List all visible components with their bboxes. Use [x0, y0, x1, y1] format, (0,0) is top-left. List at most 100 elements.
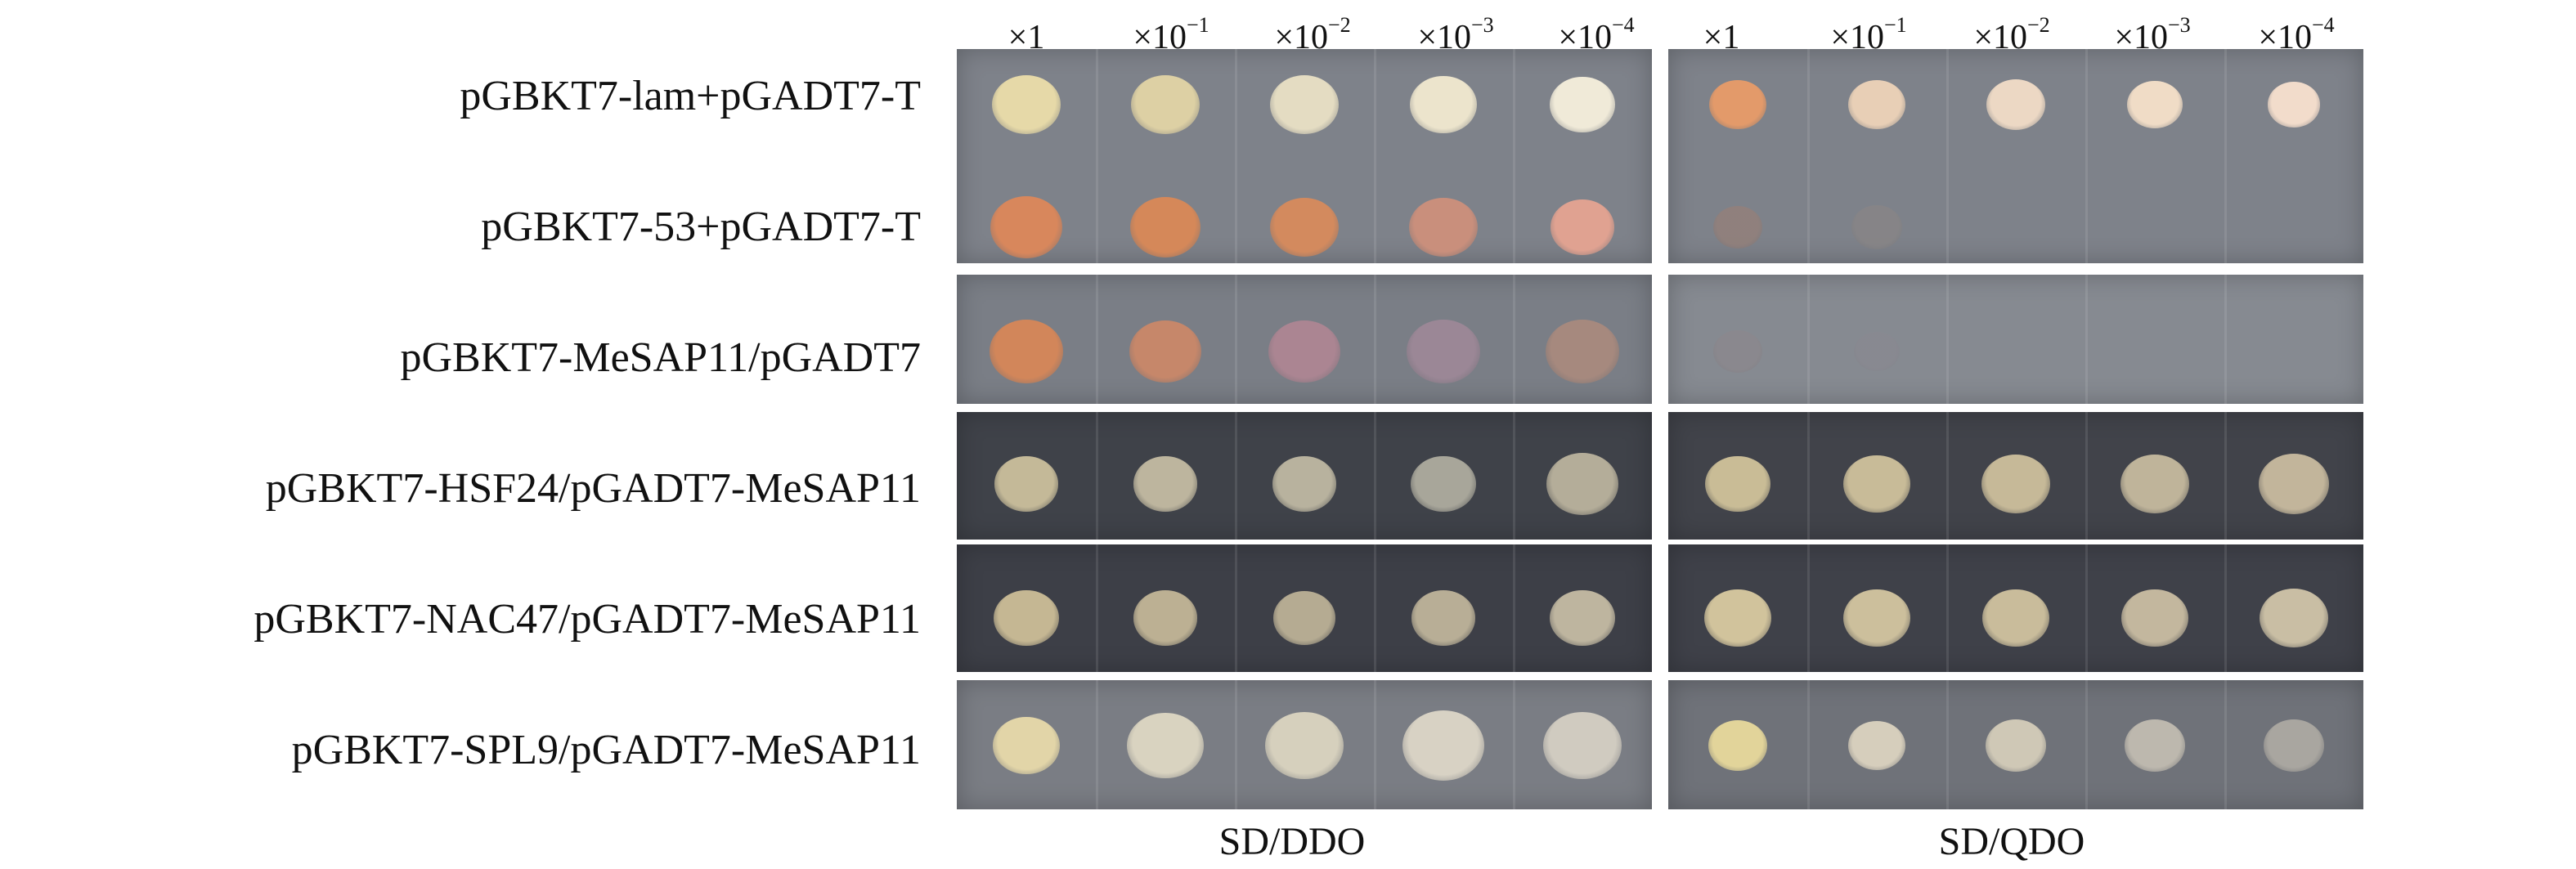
lane-divider [1374, 275, 1376, 404]
yeast-colony-spot [1273, 591, 1335, 645]
yeast-colony-spot [1550, 76, 1615, 133]
yeast-colony-spot [1843, 589, 1910, 647]
yeast-colony-spot [1133, 456, 1197, 512]
yeast-colony-spot [1268, 320, 1340, 383]
yeast-colony-spot [1411, 455, 1476, 513]
dilution-label: ×10−3 [1417, 13, 1494, 56]
yeast-colony-spot [1713, 330, 1762, 373]
yeast-colony-spot [1848, 79, 1905, 130]
yeast-colony-spot [2127, 80, 2183, 129]
yeast-colony-spot [1409, 197, 1478, 258]
dilution-label: ×10−4 [1558, 13, 1635, 56]
lane-divider [1807, 412, 1810, 540]
dilution-label: ×10−1 [1133, 13, 1209, 56]
yeast-colony-spot [990, 320, 1063, 383]
lane-divider [2224, 544, 2227, 672]
dilution-label: ×10−2 [1274, 13, 1351, 56]
medium-label-qdo: SD/QDO [1938, 820, 2085, 863]
lane-divider [1235, 412, 1237, 540]
yeast-colony-spot [2120, 454, 2189, 514]
yeast-colony-spot [1986, 719, 2046, 772]
row-label: pGBKT7-MeSAP11/pGADT7 [400, 334, 921, 381]
yeast-colony-spot [1270, 197, 1339, 258]
lane-divider [1374, 412, 1376, 540]
lane-divider [1807, 680, 1810, 809]
yeast-colony-spot [2125, 719, 2185, 772]
yeast-colony-spot [2121, 589, 2188, 647]
yeast-colony-spot [1705, 455, 1770, 513]
yeast-colony-spot [1982, 589, 2049, 647]
lane-divider [1946, 680, 1949, 809]
yeast-colony-spot [1713, 206, 1762, 249]
yeast-colony-spot [1543, 711, 1622, 780]
lane-divider [1807, 275, 1810, 404]
yeast-colony-spot [990, 196, 1062, 258]
dilution-label: ×1 [1703, 19, 1740, 56]
lane-divider [1513, 275, 1515, 404]
yeast-colony-spot [1551, 199, 1614, 255]
lane-divider [1807, 544, 1810, 672]
yeast-colony-spot [994, 589, 1059, 647]
yeast-colony-spot [992, 74, 1061, 135]
yeast-colony-spot [1851, 205, 1902, 249]
lane-divider [1946, 544, 1949, 672]
yeast-colony-spot [1133, 590, 1197, 646]
lane-divider [1235, 49, 1237, 263]
yeast-colony-spot [993, 716, 1060, 775]
lane-divider [2224, 49, 2227, 263]
lane-divider [1374, 544, 1376, 672]
lane-divider [1513, 49, 1515, 263]
yeast-colony-spot [1411, 590, 1475, 646]
yeast-colony-spot [1854, 331, 1900, 372]
yeast-colony-spot [2259, 454, 2329, 514]
lane-divider [1096, 49, 1098, 263]
row-label: pGBKT7-HSF24/pGADT7-MeSAP11 [265, 465, 921, 512]
yeast-colony-spot [1402, 710, 1484, 781]
dilution-label: ×10−1 [1830, 13, 1907, 56]
lane-divider [1946, 412, 1949, 540]
lane-divider [1807, 49, 1810, 263]
yeast-colony-spot [1981, 454, 2050, 514]
row-label: pGBKT7-53+pGADT7-T [481, 204, 921, 250]
yeast-colony-spot [1272, 456, 1336, 512]
lane-divider [2085, 544, 2088, 672]
yeast-colony-spot [1550, 589, 1615, 647]
lane-divider [2224, 680, 2227, 809]
yeast-colony-spot [1410, 75, 1477, 134]
yeast-colony-spot [2260, 588, 2328, 648]
yeast-colony-spot [1843, 455, 1910, 513]
yeast-colony-spot [1130, 197, 1200, 258]
lane-divider [1513, 680, 1515, 809]
yeast-colony-spot [994, 456, 1058, 512]
lane-divider [2085, 680, 2088, 809]
yeast-colony-spot [1129, 320, 1201, 383]
yeast-colony-spot [1131, 74, 1200, 135]
yeast-colony-spot [1546, 320, 1619, 383]
lane-divider [1235, 680, 1237, 809]
lane-divider [1235, 544, 1237, 672]
yeast-colony-spot [1704, 589, 1771, 647]
lane-divider [1513, 412, 1515, 540]
lane-divider [1374, 49, 1376, 263]
lane-divider [2085, 275, 2088, 404]
medium-label-ddo: SD/DDO [1218, 820, 1366, 863]
lane-divider [1096, 544, 1098, 672]
lane-divider [1096, 412, 1098, 540]
yeast-colony-spot [1546, 453, 1618, 515]
yeast-colony-spot [1127, 712, 1204, 779]
yeast-colony-spot [1986, 79, 2045, 130]
row-label: pGBKT7-lam+pGADT7-T [460, 73, 921, 119]
yeast-colony-spot [1265, 711, 1344, 780]
yeast-colony-spot [1848, 720, 1905, 771]
lane-divider [2085, 49, 2088, 263]
lane-divider [1374, 680, 1376, 809]
yeast-colony-spot [2268, 82, 2320, 128]
agar-plate-right [1668, 275, 2363, 404]
lane-divider [1096, 680, 1098, 809]
row-label: pGBKT7-SPL9/pGADT7-MeSAP11 [291, 727, 921, 773]
yeast-colony-spot [2264, 719, 2324, 772]
lane-divider [1096, 275, 1098, 404]
yeast-colony-spot [1709, 79, 1766, 130]
lane-divider [1946, 49, 1949, 263]
yeast-colony-spot [1708, 720, 1767, 771]
